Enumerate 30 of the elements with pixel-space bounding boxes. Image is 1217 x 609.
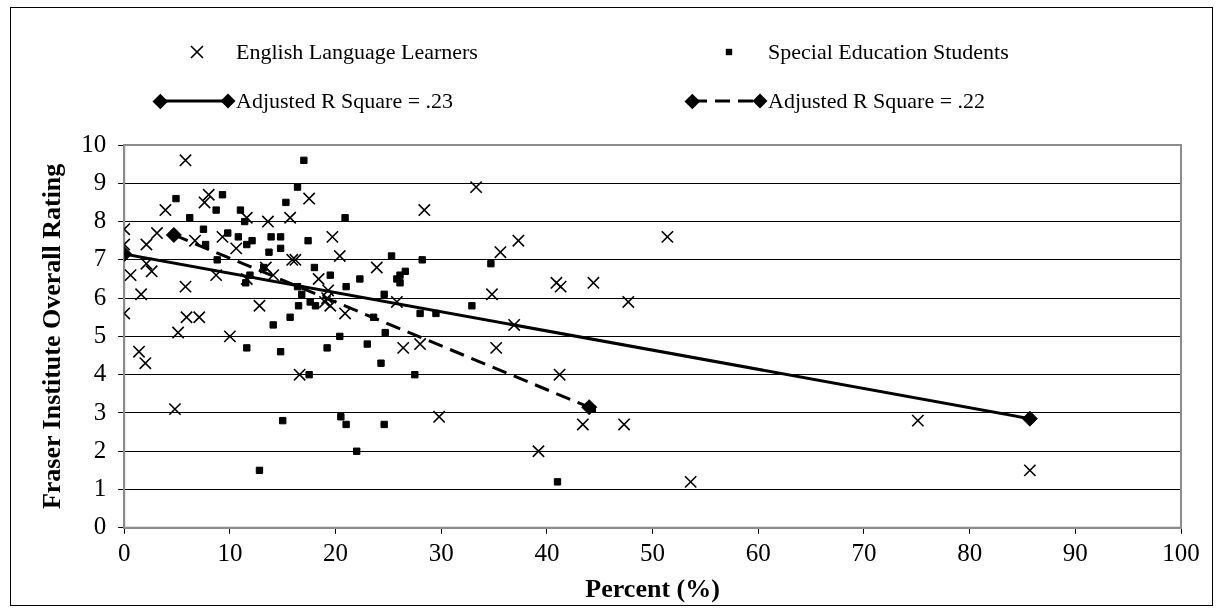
point [165, 226, 182, 243]
legend-label: Special Education Students [768, 38, 1009, 64]
x-axis-title: Percent (%) [585, 574, 720, 604]
y-tick-label: 7 [93, 244, 107, 272]
y-tick-label: 3 [93, 397, 107, 425]
x-tick-label: 60 [745, 538, 771, 566]
x-tick-label: 80 [957, 538, 983, 566]
x-tick-label: 90 [1062, 538, 1088, 566]
x-tick-label: 20 [323, 538, 349, 566]
x-tick-label: 100 [1162, 538, 1200, 566]
y-tick-label: 0 [93, 512, 107, 540]
y-tick-label: 6 [93, 282, 107, 310]
y-tick-label: 1 [93, 474, 107, 502]
x-tick-label: 0 [117, 538, 131, 566]
y-tick-label: 5 [93, 320, 107, 348]
x-tick-label: 70 [851, 538, 877, 566]
x-tick-label: 40 [534, 538, 560, 566]
y-tick-label: 2 [93, 435, 107, 463]
y-tick-label: 10 [81, 129, 107, 157]
y-tick-label: 9 [93, 167, 107, 195]
x-tick-label: 30 [428, 538, 454, 566]
x-tick-label: 50 [640, 538, 666, 566]
legend-label: English Language Learners [236, 38, 478, 64]
legend-label: Adjusted R Square = .23 [236, 87, 454, 113]
x-tick-label: 10 [217, 538, 243, 566]
y-tick-label: 8 [93, 206, 107, 234]
y-tick-label: 4 [93, 359, 107, 387]
legend-label: Adjusted R Square = .22 [768, 87, 986, 113]
point [581, 399, 598, 416]
y-axis-title: Fraser Institute Overall Rating [37, 163, 67, 510]
